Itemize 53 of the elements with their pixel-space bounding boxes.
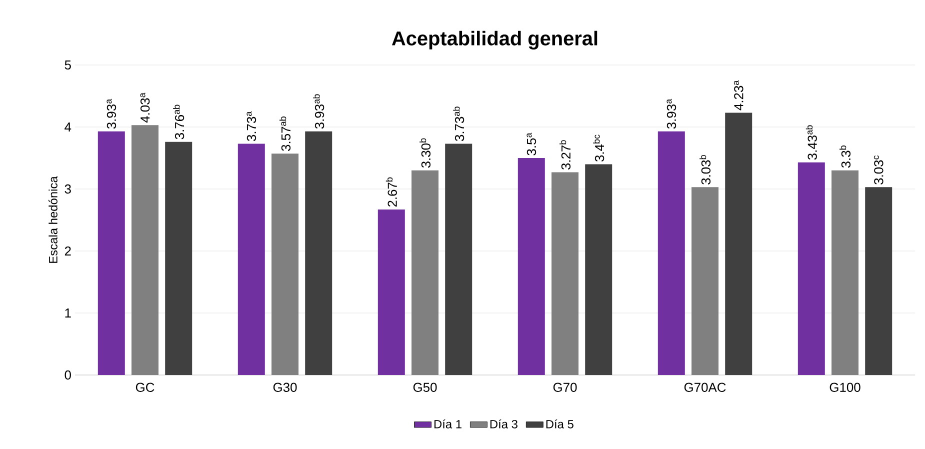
bar	[378, 209, 405, 375]
data-label: 4.03$^{a}$	[140, 92, 150, 123]
bar	[445, 144, 472, 375]
x-tick-label: G70AC	[684, 382, 726, 392]
y-tick-label: 4	[64, 122, 72, 132]
y-axis-title: Escala hedónica	[48, 176, 58, 263]
legend-label: Día 5	[546, 419, 574, 428]
bar	[305, 131, 332, 375]
x-tick-label: G50	[413, 382, 437, 392]
data-label: 3.27$^{b}$	[559, 140, 571, 170]
bar	[132, 125, 158, 375]
x-tick-label: G70	[553, 382, 577, 392]
data-label: 3.93$^{a}$	[666, 98, 676, 129]
y-tick-label: 2	[64, 246, 71, 256]
data-label: 4.23$^{a}$	[734, 80, 744, 110]
data-label: 3.73$^{a}$	[246, 111, 256, 142]
bar	[165, 142, 192, 375]
bar	[272, 154, 298, 375]
x-tick-label: G30	[273, 382, 297, 392]
data-label: 3.03$^{c}$	[874, 155, 884, 184]
y-tick-label: 1	[65, 308, 71, 318]
bar	[412, 170, 439, 375]
legend-label: Día 1	[434, 419, 462, 428]
bar	[585, 164, 612, 375]
x-tick-label: GC	[136, 382, 154, 392]
data-label: 3.57$^{ab}$	[279, 116, 291, 151]
bar	[865, 187, 892, 375]
chart-title: Aceptabilidad general	[392, 30, 598, 50]
bar	[238, 144, 265, 375]
y-tick-label: 3	[64, 184, 71, 194]
bar	[692, 187, 719, 375]
legend-label: Día 3	[490, 419, 518, 428]
y-tick-label: 0	[64, 370, 71, 380]
data-label: 3.93$^{ab}$	[313, 94, 324, 129]
data-label: 3.73$^{ab}$	[453, 106, 464, 142]
bar	[725, 112, 752, 375]
bar	[98, 131, 125, 375]
data-label: 3.43$^{ab}$	[806, 125, 817, 160]
data-label: 3.93$^{a}$	[106, 98, 116, 129]
bar	[552, 172, 579, 375]
data-label: 2.67$^{b}$	[386, 177, 397, 207]
data-label: 3.76$^{ab}$	[173, 104, 184, 140]
x-tick-label: G100	[830, 382, 860, 392]
data-label: 3.3$^{b}$	[839, 146, 851, 168]
bar	[518, 158, 545, 375]
data-label: 3.4$^{bc}$	[593, 134, 604, 162]
bar	[658, 131, 685, 375]
bar	[832, 170, 859, 375]
y-tick-label: 5	[64, 60, 71, 70]
bar	[798, 162, 825, 375]
data-label: 3.5$^{a}$	[526, 132, 536, 156]
data-label: 3.03$^{b}$	[699, 155, 711, 184]
data-label: 3.30$^{b}$	[419, 138, 431, 168]
